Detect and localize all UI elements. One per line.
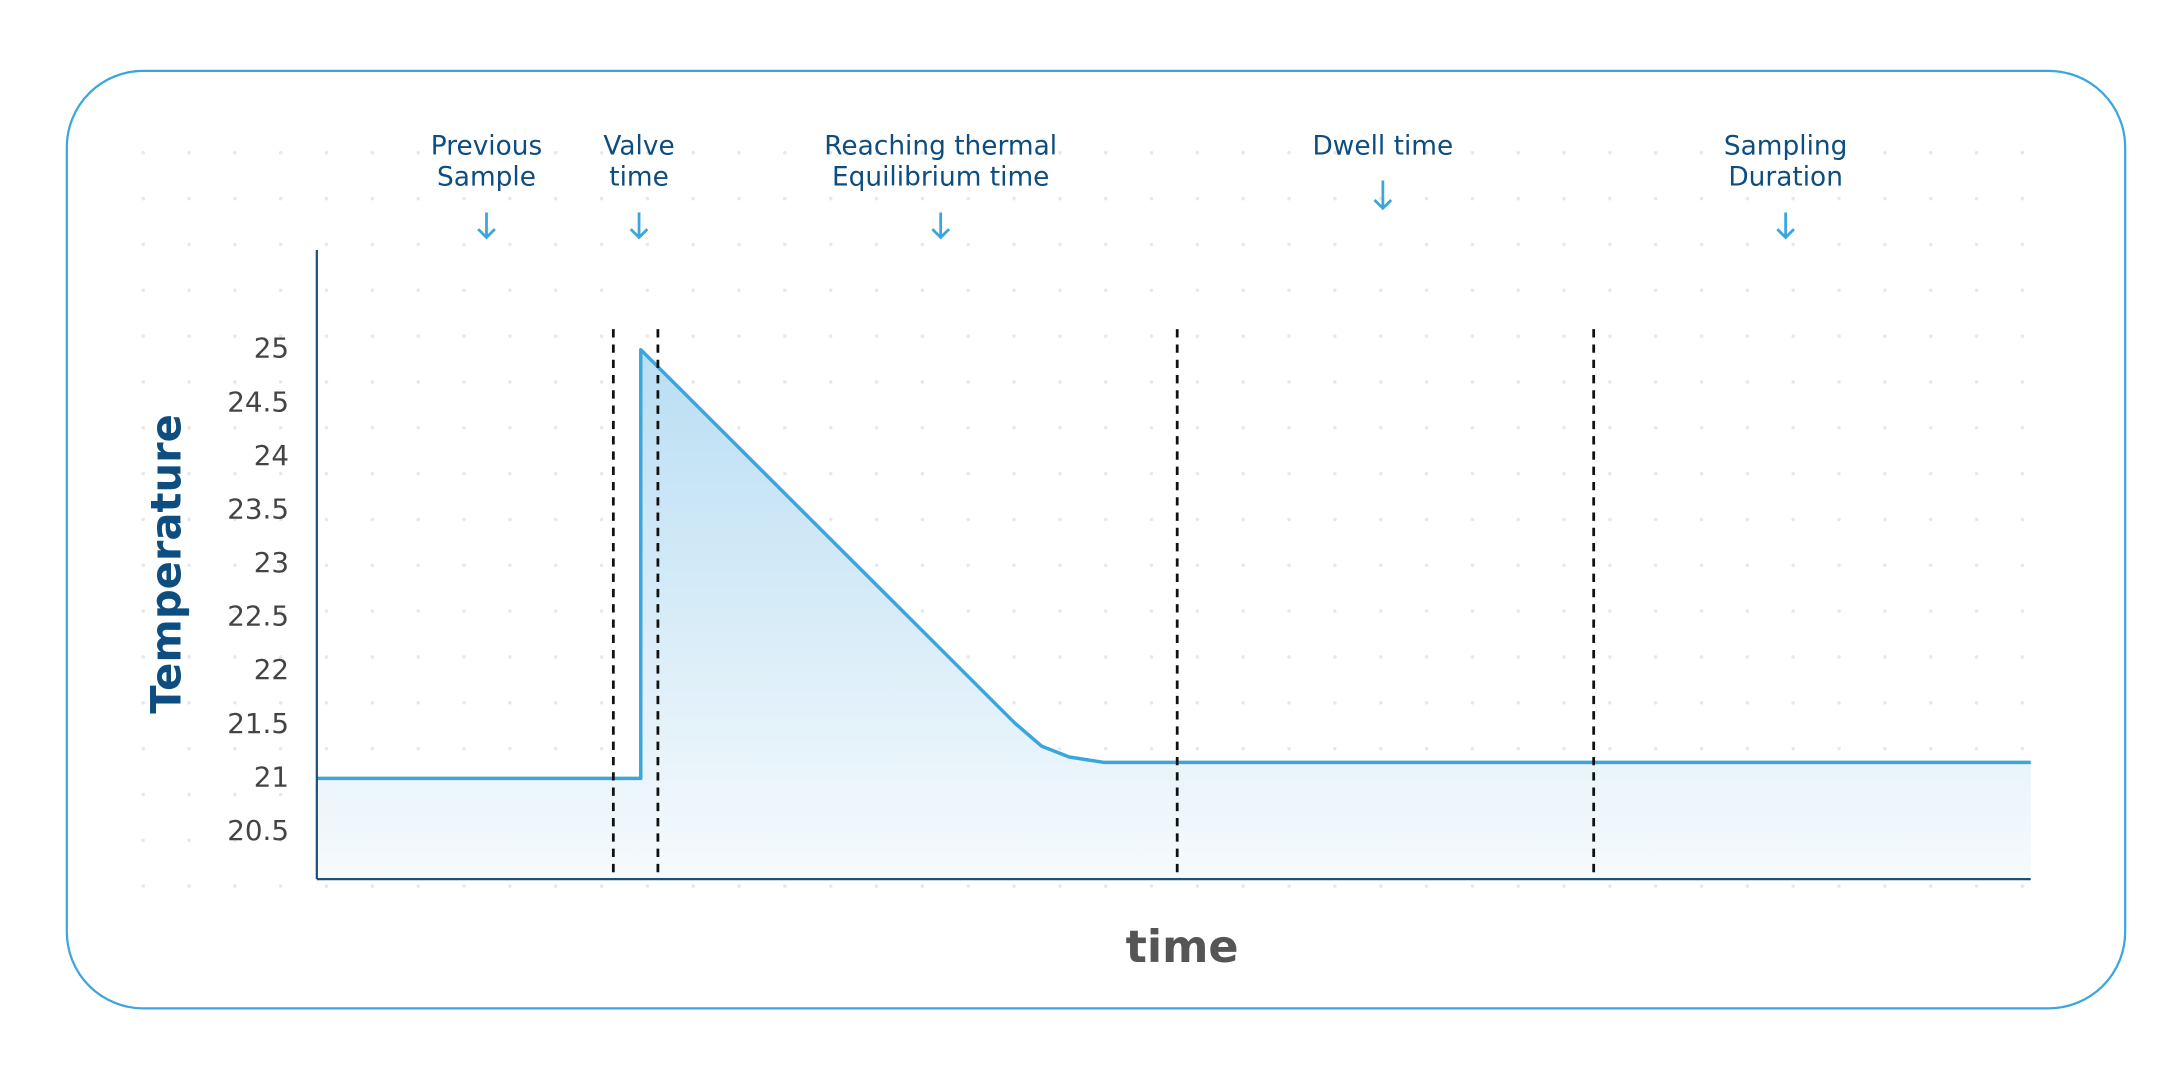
y-tick-label: 24 (254, 439, 289, 472)
annotation-arrow (1776, 212, 1795, 240)
y-tick-label: 23.5 (227, 492, 289, 525)
annotation-arrow (477, 212, 496, 240)
annotation-label: Reaching thermal (824, 132, 1057, 162)
annotation-arrow (629, 212, 649, 240)
area (316, 349, 2031, 880)
y-tick-label: 21.5 (227, 707, 289, 740)
line (316, 347, 2031, 781)
annotation-label: time (609, 162, 669, 192)
annotation-arrow (931, 212, 951, 240)
y-tick-label: 22 (254, 653, 289, 686)
annotation-label: Duration (1728, 162, 1843, 192)
y-tick-label: 20.5 (227, 814, 289, 847)
y-tick-label: 23 (254, 546, 289, 579)
annotation-arrow (1373, 180, 1393, 211)
annotation-label: Sample (437, 162, 536, 192)
y-tick-label: 24.5 (227, 385, 289, 418)
y-axis-label: Temperature (142, 414, 191, 714)
y-tick-label: 22.5 (227, 600, 289, 633)
annotation-label: Valve (603, 132, 674, 162)
y-tick-label: 21 (254, 760, 289, 793)
y-tick-label: 25 (254, 332, 289, 365)
annotation-label: Equilibrium time (832, 162, 1049, 192)
x-axis-label: time (1126, 922, 1239, 973)
annotation-label: Dwell time (1312, 132, 1453, 162)
annotation-label: Previous (431, 132, 542, 162)
annotation-label: Sampling (1724, 132, 1847, 162)
